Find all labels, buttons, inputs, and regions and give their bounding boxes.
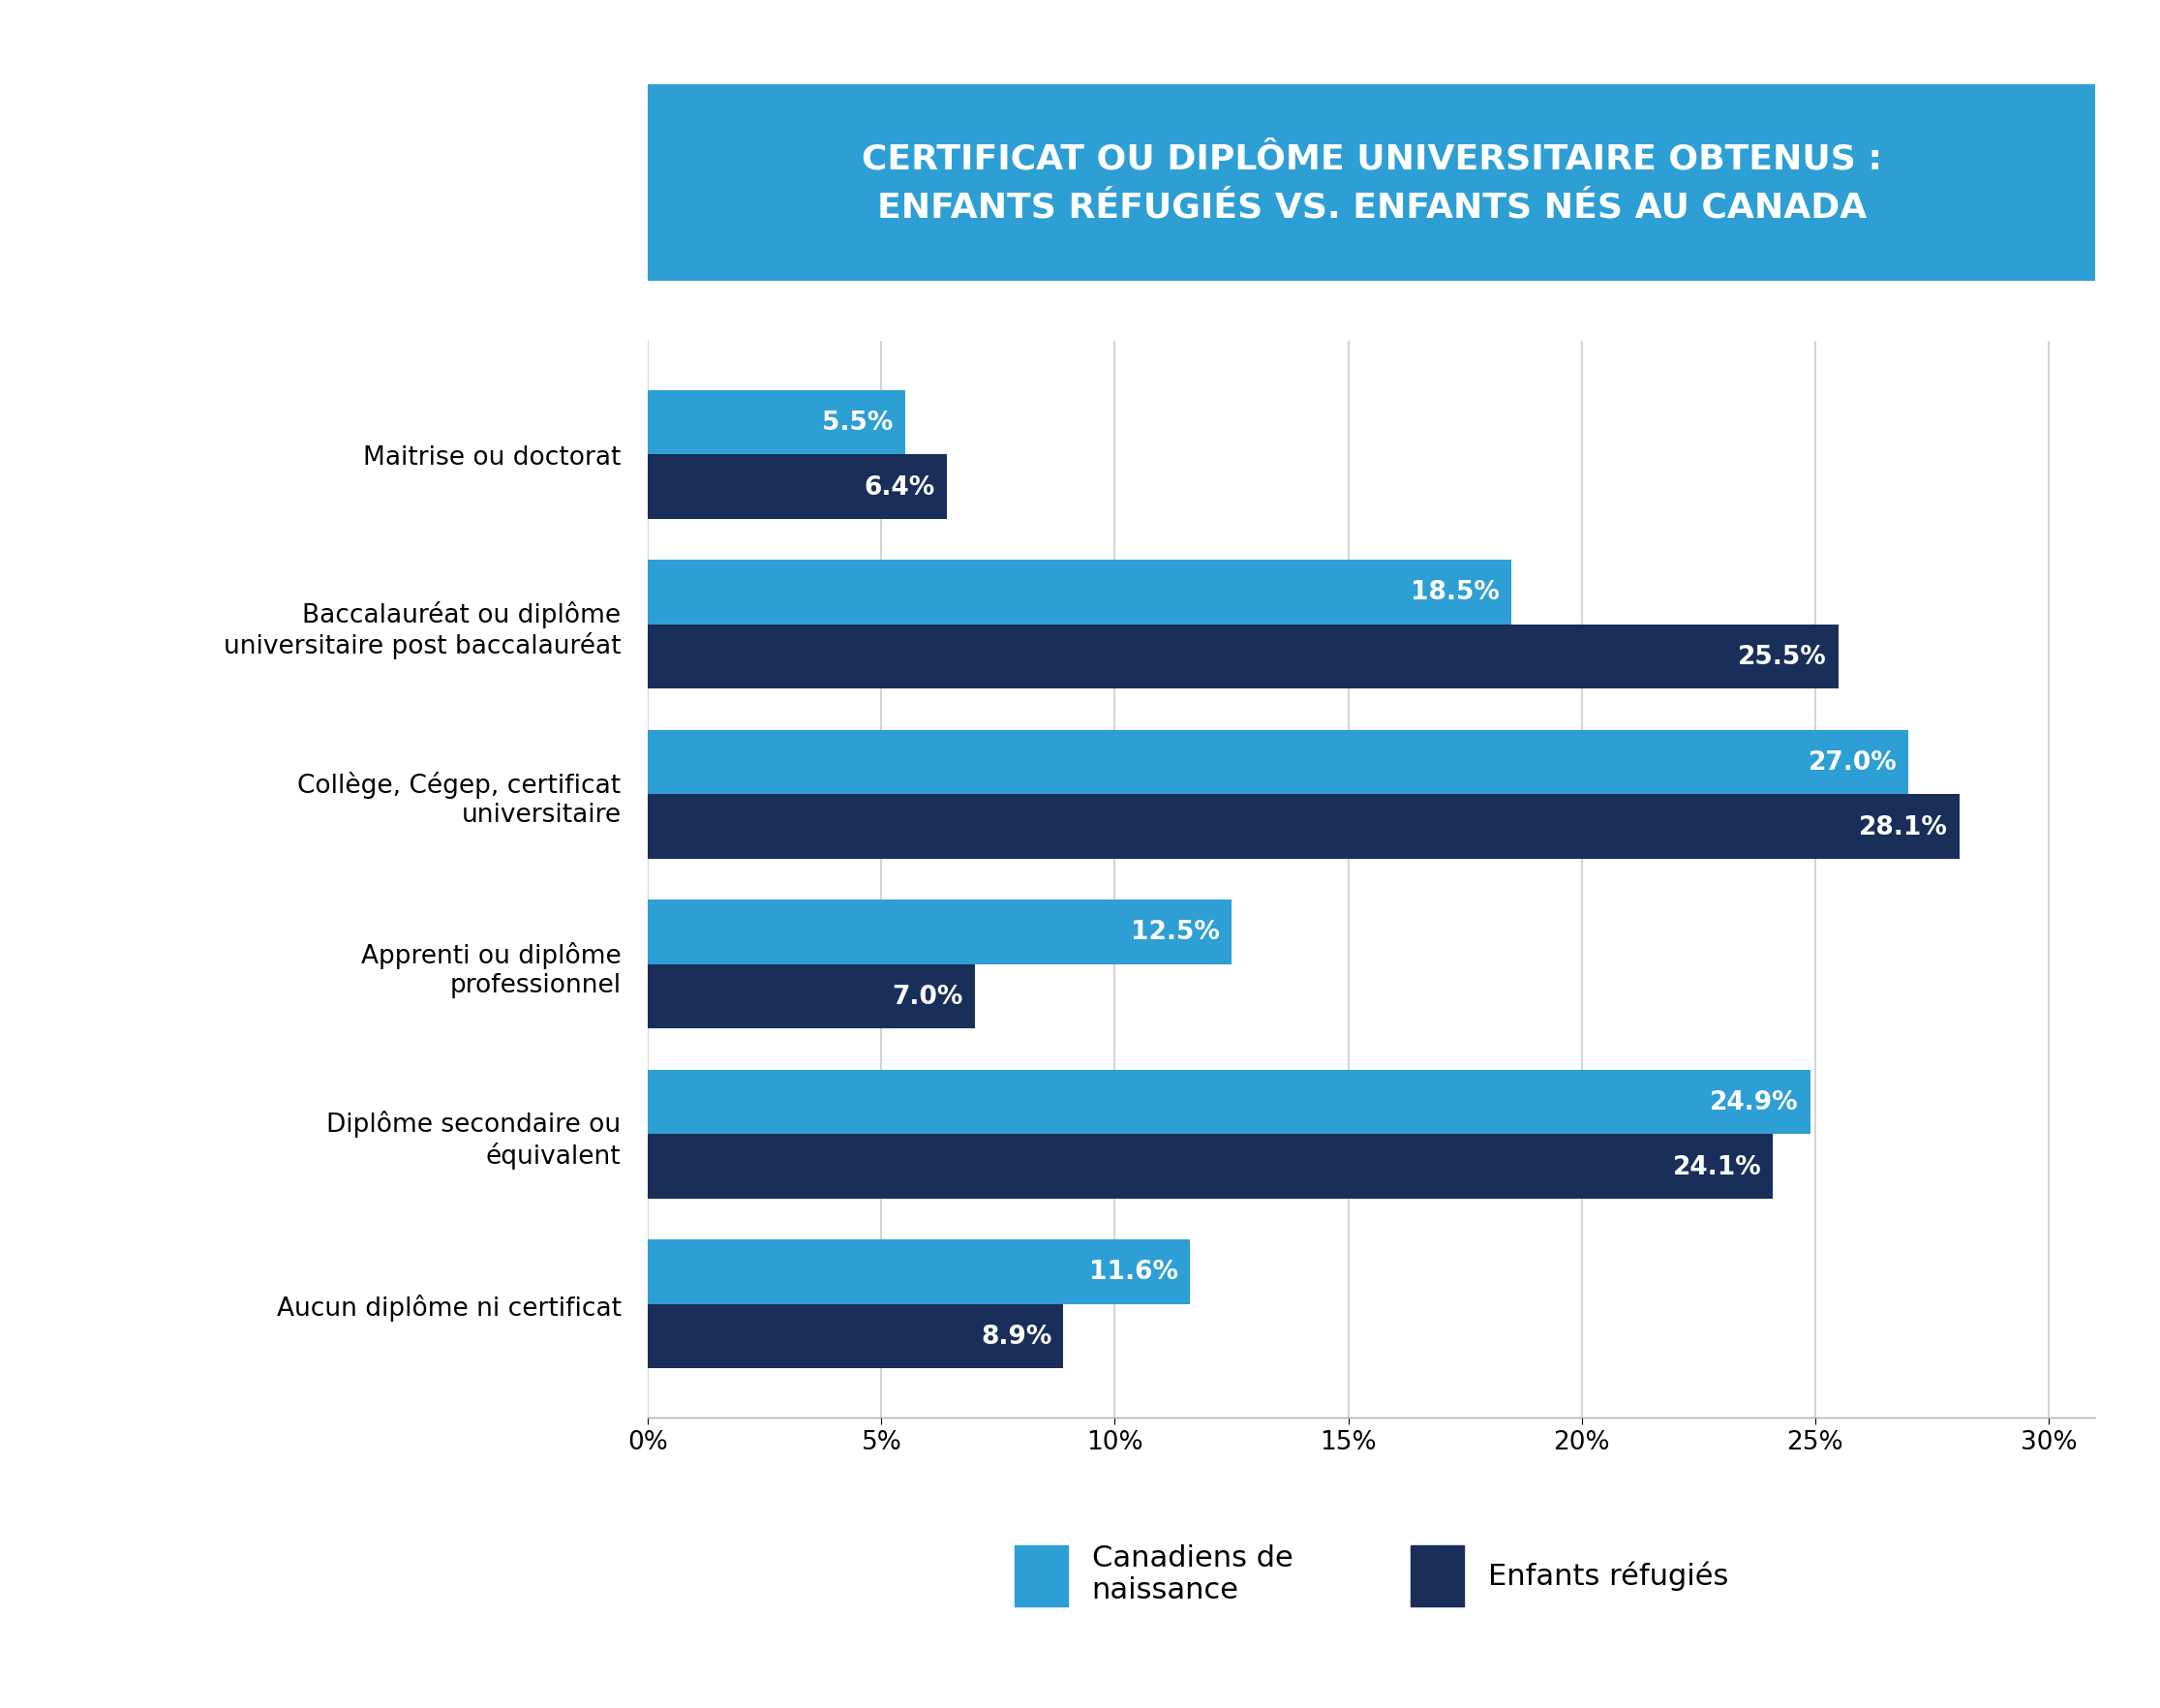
Bar xyxy=(648,391,905,454)
Bar xyxy=(648,794,1959,859)
Bar xyxy=(648,900,1231,965)
Bar xyxy=(648,965,974,1028)
Bar xyxy=(648,1069,1810,1134)
Legend: Canadiens de
naissance, Enfants réfugiés: Canadiens de naissance, Enfants réfugiés xyxy=(1002,1532,1741,1617)
Text: 6.4%: 6.4% xyxy=(864,475,935,500)
Bar xyxy=(648,1134,1773,1199)
Text: 25.5%: 25.5% xyxy=(1739,644,1827,670)
Bar xyxy=(648,729,1909,794)
Text: 8.9%: 8.9% xyxy=(981,1324,1052,1349)
Text: 11.6%: 11.6% xyxy=(1089,1259,1177,1284)
Text: 24.1%: 24.1% xyxy=(1672,1155,1760,1179)
Bar xyxy=(648,560,1512,625)
Bar xyxy=(648,1240,1190,1305)
Text: CERTIFICAT OU DIPLÔME UNIVERSITAIRE OBTENUS :
ENFANTS RÉFUGIÉS VS. ENFANTS NÉS A: CERTIFICAT OU DIPLÔME UNIVERSITAIRE OBTE… xyxy=(862,143,1881,224)
Text: 24.9%: 24.9% xyxy=(1711,1090,1799,1115)
Text: 7.0%: 7.0% xyxy=(892,984,963,1009)
Bar xyxy=(648,1305,1063,1368)
Text: 27.0%: 27.0% xyxy=(1808,750,1896,775)
Text: 18.5%: 18.5% xyxy=(1410,581,1499,605)
Text: 28.1%: 28.1% xyxy=(1860,815,1948,840)
Bar xyxy=(648,625,1838,690)
Text: 5.5%: 5.5% xyxy=(823,410,892,436)
Text: 12.5%: 12.5% xyxy=(1132,919,1220,945)
Bar xyxy=(648,454,946,519)
